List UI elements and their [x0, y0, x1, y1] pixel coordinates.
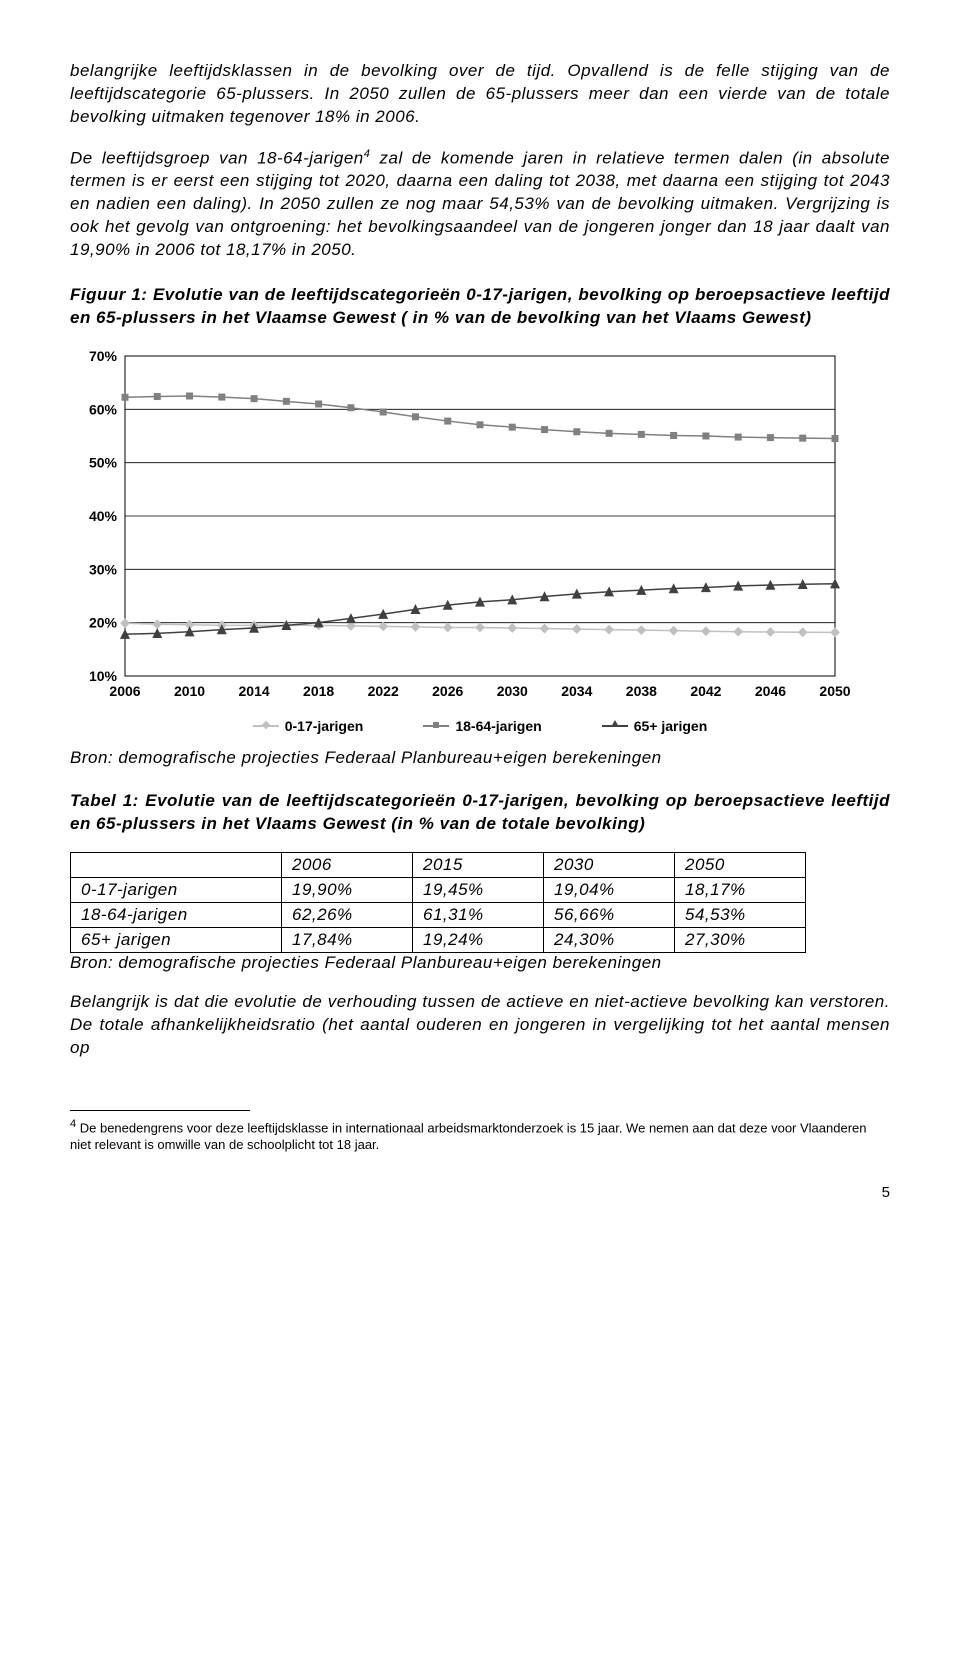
table-cell: 24,30% [544, 927, 675, 952]
table-header: 2050 [675, 852, 806, 877]
svg-text:2034: 2034 [561, 683, 592, 699]
chart-container: 10% 20% 30% 40% 50% 60% 70% 2006 2010 2014 2018 202… [70, 346, 890, 734]
chart-legend: 0-17-jarigen 18-64-jarigen 65+ jarigen [70, 714, 890, 734]
table-cell: 54,53% [675, 902, 806, 927]
table-header: 2030 [544, 852, 675, 877]
svg-text:2006: 2006 [109, 683, 140, 699]
legend-item: 65+ jarigen [602, 718, 708, 734]
svg-text:2022: 2022 [368, 683, 399, 699]
table-cell: 19,45% [413, 877, 544, 902]
paragraph-1: belangrijke leeftijdsklassen in de bevol… [70, 60, 890, 129]
table-cell: 19,24% [413, 927, 544, 952]
table-header: 2015 [413, 852, 544, 877]
table-cell: 19,90% [282, 877, 413, 902]
svg-text:2030: 2030 [497, 683, 528, 699]
table-row: 18-64-jarigen62,26%61,31%56,66%54,53% [71, 902, 806, 927]
svg-text:50%: 50% [89, 455, 118, 471]
source-line-1: Bron: demografische projecties Federaal … [70, 748, 890, 768]
svg-text:2026: 2026 [432, 683, 463, 699]
table-row: 65+ jarigen17,84%19,24%24,30%27,30% [71, 927, 806, 952]
table-cell: 27,30% [675, 927, 806, 952]
svg-text:10%: 10% [89, 668, 118, 684]
table-header [71, 852, 282, 877]
table-cell: 0-17-jarigen [71, 877, 282, 902]
footnote: 4 De benedengrens voor deze leeftijdskla… [70, 1117, 890, 1154]
source-line-2: Bron: demografische projecties Federaal … [70, 953, 890, 973]
svg-text:20%: 20% [89, 615, 118, 631]
svg-text:2038: 2038 [626, 683, 657, 699]
para2-pre: De leeftijdsgroep van 18-64-jarigen [70, 148, 364, 167]
table-cell: 62,26% [282, 902, 413, 927]
svg-text:40%: 40% [89, 508, 118, 524]
legend-item: 0-17-jarigen [253, 718, 364, 734]
table-cell: 65+ jarigen [71, 927, 282, 952]
svg-text:70%: 70% [89, 348, 118, 364]
svg-text:2042: 2042 [690, 683, 721, 699]
svg-text:2010: 2010 [174, 683, 205, 699]
line-chart: 10% 20% 30% 40% 50% 60% 70% 2006 2010 2014 2018 202… [70, 346, 850, 706]
paragraph-3: Belangrijk is dat die evolutie de verhou… [70, 991, 890, 1060]
svg-text:2050: 2050 [819, 683, 850, 699]
svg-text:2018: 2018 [303, 683, 334, 699]
footnote-rule [70, 1110, 250, 1111]
data-table: 20062015203020500-17-jarigen19,90%19,45%… [70, 852, 806, 953]
table-cell: 18,17% [675, 877, 806, 902]
svg-text:2014: 2014 [239, 683, 270, 699]
table-cell: 56,66% [544, 902, 675, 927]
svg-text:60%: 60% [89, 401, 118, 417]
svg-text:30%: 30% [89, 561, 118, 577]
table-header: 2006 [282, 852, 413, 877]
figure-title: Figuur 1: Evolutie van de leeftijdscateg… [70, 284, 890, 330]
table-cell: 61,31% [413, 902, 544, 927]
paragraph-2: De leeftijdsgroep van 18-64-jarigen4 zal… [70, 147, 890, 262]
table-title: Tabel 1: Evolutie van de leeftijdscatego… [70, 790, 890, 836]
table-cell: 17,84% [282, 927, 413, 952]
table-row: 0-17-jarigen19,90%19,45%19,04%18,17% [71, 877, 806, 902]
table-cell: 19,04% [544, 877, 675, 902]
legend-item: 18-64-jarigen [423, 718, 541, 734]
page-number: 5 [70, 1184, 890, 1201]
table-cell: 18-64-jarigen [71, 902, 282, 927]
footnote-text: De benedengrens voor deze leeftijdsklass… [70, 1120, 866, 1152]
svg-text:2046: 2046 [755, 683, 786, 699]
